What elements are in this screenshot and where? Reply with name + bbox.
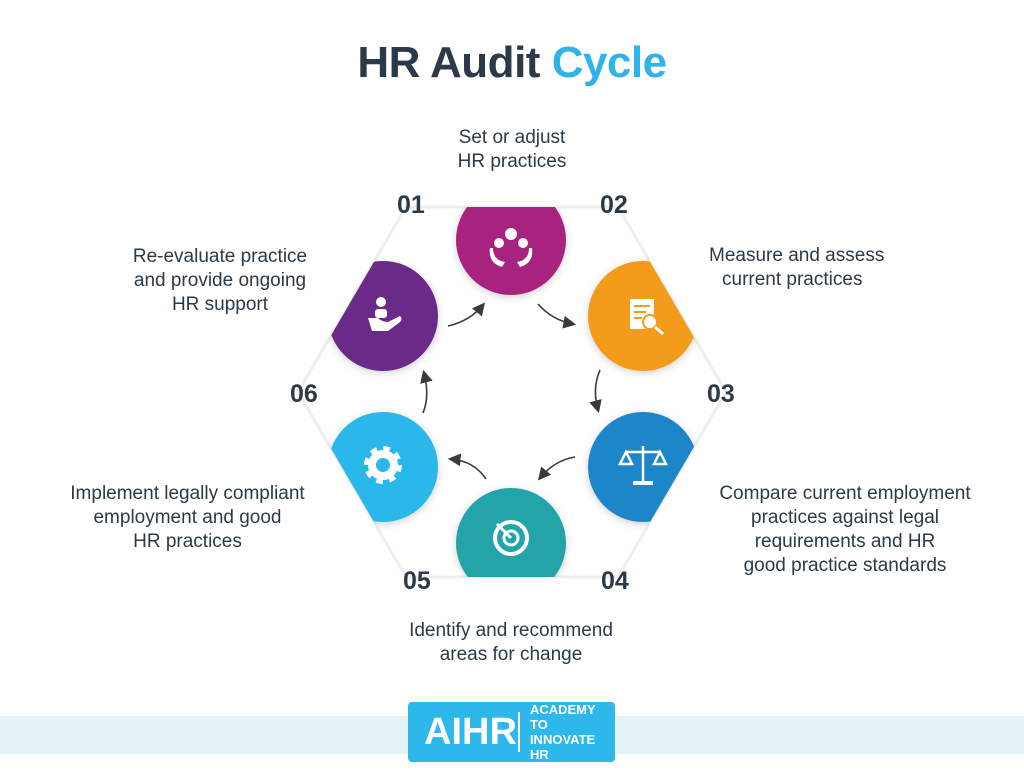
arrow-01-02 bbox=[537, 303, 577, 329]
page-title: HR Audit Cycle bbox=[357, 38, 667, 87]
document-search-icon bbox=[630, 299, 664, 336]
gear-icon bbox=[364, 446, 402, 484]
arrow-06-01 bbox=[447, 302, 486, 327]
hands-gears-icon bbox=[489, 228, 533, 267]
step-06-number: 06 bbox=[290, 380, 318, 408]
scales-icon bbox=[617, 446, 669, 485]
step-04-circle bbox=[456, 488, 566, 577]
step-06-label: Re-evaluate practice and provide ongoing H… bbox=[132, 246, 308, 315]
hexagon-outline bbox=[296, 205, 728, 579]
step-02-label: Measure and assess current practices bbox=[709, 245, 885, 290]
arrow-02-03 bbox=[589, 369, 602, 414]
hand-person-icon bbox=[368, 297, 402, 331]
arrow-04-05 bbox=[447, 453, 487, 480]
step-03-number: 03 bbox=[707, 380, 735, 408]
step-05-label: Implement legally compliant employment an… bbox=[70, 483, 305, 552]
step-01-label: Set or adjust HR practices bbox=[457, 127, 567, 172]
step-04-number: 04 bbox=[601, 567, 629, 595]
step-01-number: 01 bbox=[397, 191, 425, 219]
step-05-number: 05 bbox=[403, 567, 431, 595]
step-02-number: 02 bbox=[600, 191, 628, 219]
arrow-03-04 bbox=[537, 456, 576, 481]
step-04-label: Identify and recommend areas for change bbox=[409, 620, 613, 665]
target-icon bbox=[493, 520, 529, 556]
aihr-logo: AIHR ACADEMY TO INNOVATE HR bbox=[408, 702, 615, 762]
arrow-05-06 bbox=[420, 369, 433, 414]
step-03-label: Compare current employment practices agai… bbox=[719, 483, 971, 576]
